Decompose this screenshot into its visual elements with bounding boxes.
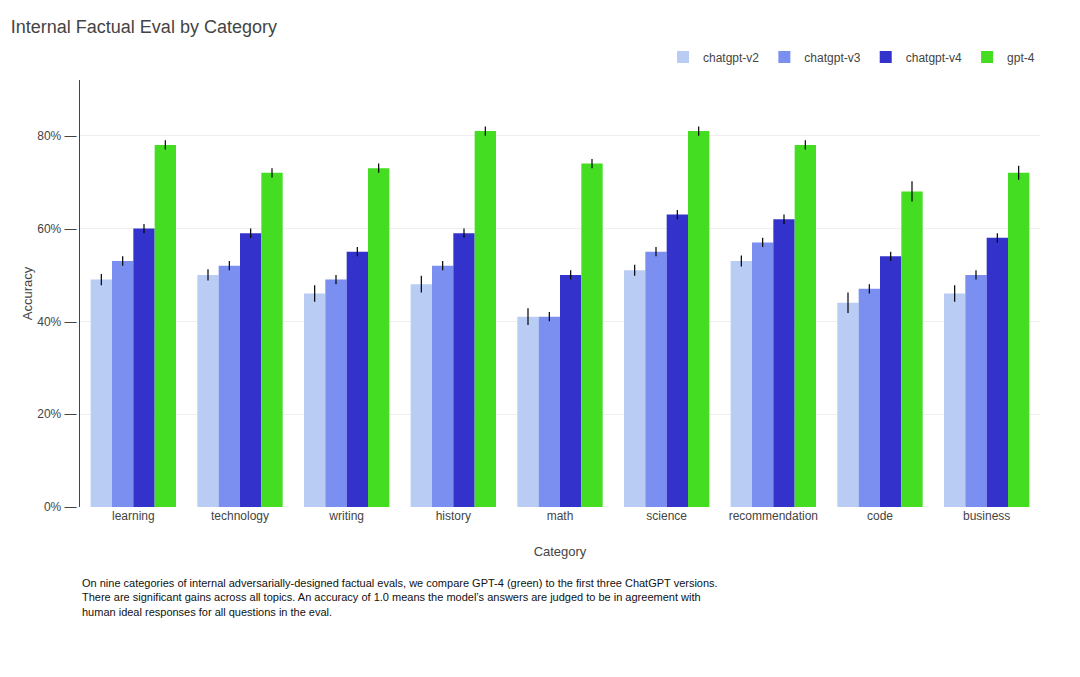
svg-text:code: code: [867, 509, 893, 523]
svg-text:gpt-4: gpt-4: [1007, 51, 1035, 65]
svg-text:20% —: 20% —: [37, 407, 76, 421]
svg-text:On nine categories of internal: On nine categories of internal adversari…: [82, 577, 718, 618]
svg-text:chatgpt-v3: chatgpt-v3: [804, 51, 860, 65]
svg-text:Category: Category: [534, 544, 587, 559]
svg-text:learning: learning: [112, 509, 155, 523]
svg-text:0% —: 0% —: [44, 500, 77, 514]
svg-text:60% —: 60% —: [37, 222, 76, 236]
svg-text:business: business: [963, 509, 1010, 523]
svg-text:chatgpt-v4: chatgpt-v4: [906, 51, 962, 65]
svg-text:technology: technology: [211, 509, 269, 523]
svg-text:writing: writing: [328, 509, 364, 523]
svg-text:history: history: [436, 509, 471, 523]
svg-text:science: science: [646, 509, 687, 523]
svg-text:80% —: 80% —: [37, 129, 76, 143]
svg-text:chatgpt-v2: chatgpt-v2: [703, 51, 759, 65]
svg-text:Accuracy: Accuracy: [20, 266, 35, 320]
svg-text:Internal Factual Eval by Categ: Internal Factual Eval by Category: [11, 17, 277, 37]
svg-text:40% —: 40% —: [37, 315, 76, 329]
svg-text:recommendation: recommendation: [729, 509, 818, 523]
svg-text:math: math: [547, 509, 574, 523]
